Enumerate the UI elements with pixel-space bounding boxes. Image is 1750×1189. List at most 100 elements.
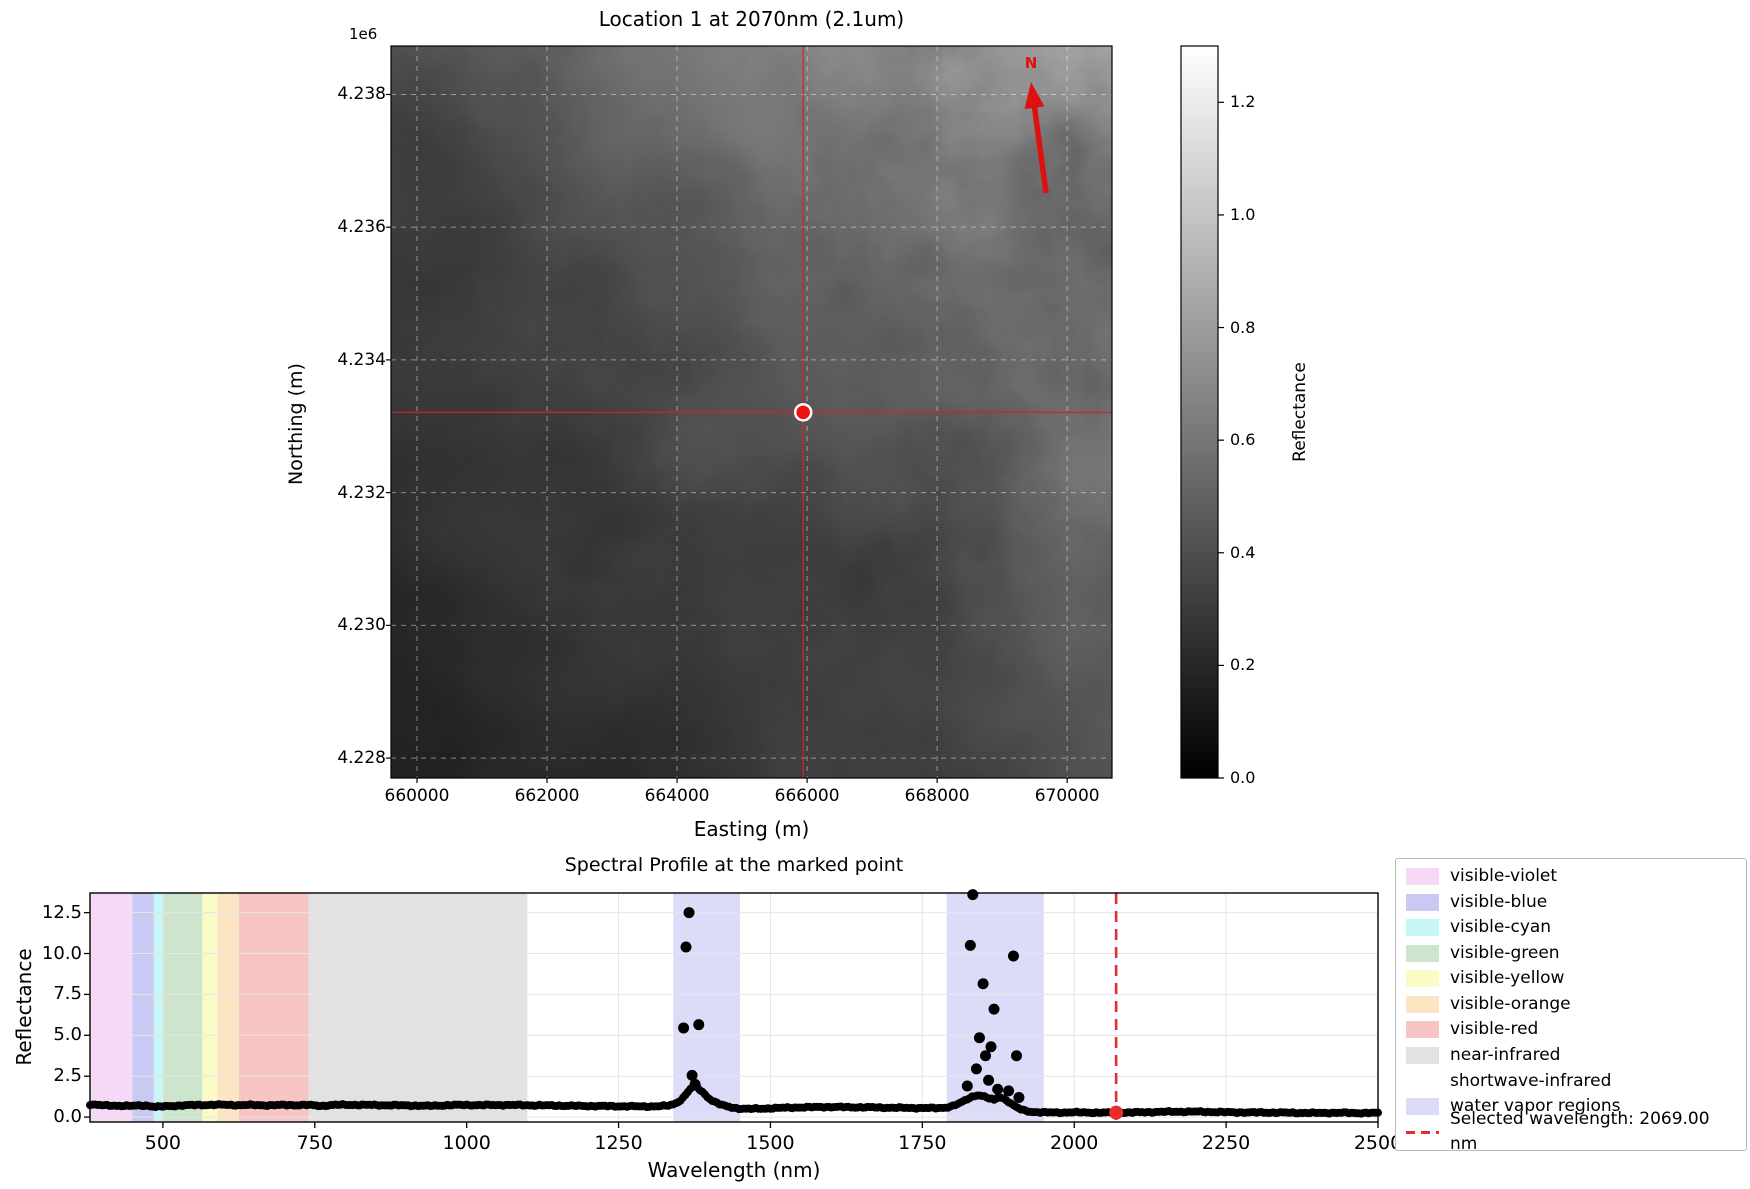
colorbar-tick-label: 0.2 <box>1230 655 1256 675</box>
legend-row: water vapor regions <box>1406 1094 1736 1119</box>
legend-label: shortwave-infrared <box>1450 1070 1612 1091</box>
map-y-tick-label: 4.228 <box>337 748 386 769</box>
data-point-outlier <box>693 1019 705 1031</box>
north-label: N <box>1024 54 1038 72</box>
spectral-data-points <box>86 889 1382 1118</box>
band-visible-cyan <box>153 893 163 1122</box>
colorbar-tick-label: 1.2 <box>1230 92 1256 112</box>
wavelength-bands <box>90 893 1378 1122</box>
band-near-infrared <box>308 893 528 1122</box>
spectral-border <box>89 892 1379 1123</box>
data-point-outlier <box>689 1078 701 1090</box>
map-y-tick-label: 4.238 <box>337 84 386 105</box>
colorbar <box>1180 45 1224 779</box>
legend-visible-green-swatch <box>1406 944 1439 962</box>
map-x-tick-label: 668000 <box>904 786 970 806</box>
map-axis-offset-label: 1e6 <box>349 25 378 43</box>
map-tick-marks <box>386 93 1068 783</box>
spectral-y-tick-label: 0.0 <box>53 1106 82 1128</box>
spectral-y-axis-label: Reflectance <box>12 948 36 1066</box>
legend-row: visible-cyan <box>1406 915 1736 940</box>
data-point-outlier <box>983 1074 995 1086</box>
data-point-outlier <box>1013 1091 1025 1103</box>
map-gridlines <box>391 46 1112 778</box>
spectral-plot[interactable] <box>84 889 1382 1128</box>
legend-visible-orange-swatch <box>1406 995 1439 1013</box>
legend-water-vapor-regions-swatch <box>1406 1098 1439 1116</box>
map-y-tick-label: 4.232 <box>337 482 386 503</box>
spectral-x-tick-label: 500 <box>144 1132 182 1154</box>
map-plot[interactable] <box>386 45 1113 783</box>
legend-shortwave-infrared-swatch <box>1406 1072 1439 1090</box>
data-point-outlier <box>686 1069 698 1081</box>
data-point-outlier <box>1011 1050 1023 1062</box>
legend-label: visible-red <box>1450 1019 1539 1040</box>
legend-row: shortwave-infrared <box>1406 1069 1736 1094</box>
spectral-y-tick-label: 5.0 <box>53 1024 82 1046</box>
band-water-vapor-regions <box>673 893 741 1122</box>
data-point-outlier <box>1007 950 1019 962</box>
marked-point[interactable] <box>793 403 813 422</box>
legend-label: visible-blue <box>1450 891 1548 912</box>
data-point-outlier <box>961 1080 973 1092</box>
data-point-outlier <box>992 1083 1004 1095</box>
spectral-legend: visible-violet visible-blue visible-cyan vi… <box>1395 858 1747 1154</box>
legend-label: water vapor regions <box>1450 1096 1621 1117</box>
spectral-x-tick-label: 2000 <box>1050 1132 1099 1154</box>
selected-wavelength-point[interactable] <box>1109 1105 1124 1120</box>
spectral-x-tick-label: 750 <box>296 1132 333 1154</box>
legend-label: visible-green <box>1450 942 1560 963</box>
colorbar-gradient <box>1180 45 1219 779</box>
colorbar-tick-label: 0.6 <box>1230 430 1256 450</box>
map-y-tick-label: 4.230 <box>337 615 386 636</box>
data-point-outlier <box>973 1032 985 1044</box>
colorbar-label: Reflectance <box>1290 362 1310 462</box>
legend-label: visible-yellow <box>1450 968 1565 989</box>
legend-label: visible-orange <box>1450 993 1571 1014</box>
spectral-x-tick-label: 1000 <box>442 1132 491 1154</box>
spectral-y-tick-label: 7.5 <box>53 983 82 1005</box>
map-x-tick-label: 666000 <box>774 786 840 806</box>
legend-label: visible-violet <box>1450 866 1558 887</box>
map-y-tick-label: 4.234 <box>337 349 386 370</box>
spectral-x-tick-label: 1500 <box>746 1132 795 1154</box>
map-x-tick-label: 662000 <box>514 786 580 806</box>
data-point-outlier <box>985 1041 997 1053</box>
legend-row: Selected wavelength: 2069.00 nm <box>1406 1109 1736 1154</box>
legend-row: near-infrared <box>1406 1043 1736 1068</box>
spectral-y-tick-label: 2.5 <box>53 1065 82 1087</box>
map-x-tick-label: 664000 <box>644 786 710 806</box>
band-visible-green <box>162 893 203 1122</box>
band-visible-blue <box>132 893 154 1122</box>
legend-label: visible-cyan <box>1450 917 1552 938</box>
colorbar-tick-label: 0.4 <box>1230 542 1256 562</box>
map-x-axis-label: Easting (m) <box>693 817 810 841</box>
data-point-outlier <box>683 907 695 919</box>
spectral-y-tick-label: 12.5 <box>41 901 82 923</box>
spectral-y-tick-label: 10.0 <box>41 942 82 964</box>
legend-row: visible-orange <box>1406 992 1736 1017</box>
colorbar-tick-label: 0.8 <box>1230 317 1256 337</box>
data-point-outlier <box>678 1022 690 1034</box>
data-point-outlier <box>977 978 989 990</box>
data-point-outlier <box>988 1003 1000 1015</box>
spectral-tick-marks <box>84 911 1379 1128</box>
map-y-tick-label: 4.236 <box>337 217 386 238</box>
legend-row: visible-yellow <box>1406 966 1736 991</box>
band-visible-violet <box>90 893 133 1122</box>
legend-near-infrared-swatch <box>1406 1046 1439 1064</box>
spectral-x-tick-label: 2500 <box>1353 1132 1403 1154</box>
legend-row: visible-green <box>1406 941 1736 966</box>
data-point-outlier <box>1003 1085 1015 1097</box>
data-point-outlier <box>964 939 976 951</box>
band-visible-orange <box>217 893 239 1122</box>
legend-visible-yellow-swatch <box>1406 970 1439 988</box>
legend-visible-violet-swatch <box>1406 868 1439 886</box>
spectral-x-tick-label: 1250 <box>594 1132 643 1154</box>
data-point-outlier <box>980 1050 992 1062</box>
data-point-outlier <box>970 1063 982 1075</box>
band-visible-red <box>238 893 309 1122</box>
map-x-tick-label: 670000 <box>1034 786 1100 806</box>
